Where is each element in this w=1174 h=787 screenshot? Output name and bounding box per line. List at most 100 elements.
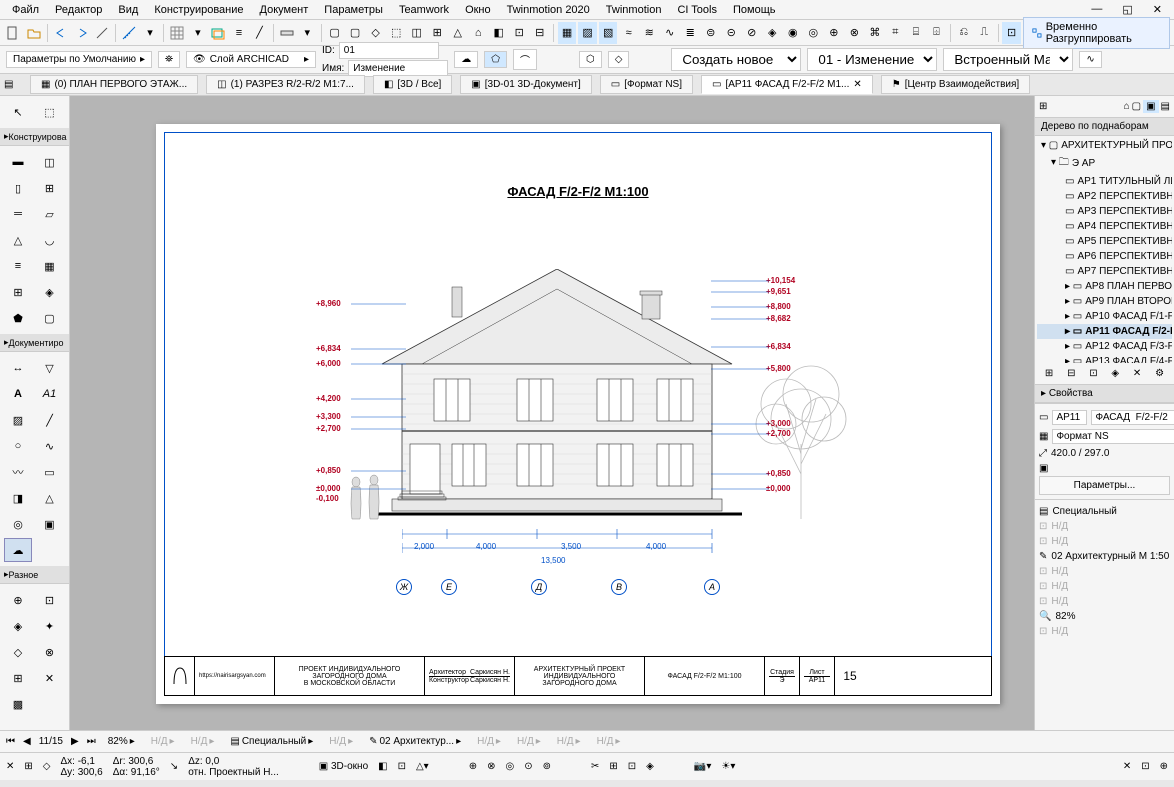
text-tool[interactable]: A: [4, 382, 32, 406]
tool-icon[interactable]: ◉: [784, 22, 803, 44]
section-tool[interactable]: ◨: [4, 486, 32, 510]
menu-twinmotion2020[interactable]: Twinmotion 2020: [499, 2, 598, 18]
snap-icon[interactable]: ◇: [43, 761, 51, 772]
favorites-icon[interactable]: ⛯: [158, 51, 180, 68]
tree-subset[interactable]: ▾ 🗀 Э АР: [1037, 153, 1172, 174]
tree-root[interactable]: ▾ ▢ АРХИТЕКТУРНЫЙ ПРОЕКТ: [1037, 138, 1172, 153]
nav-first-icon[interactable]: ⏮: [6, 736, 15, 747]
tool-icon[interactable]: ◈: [646, 761, 654, 772]
misc-tool[interactable]: ⊞: [4, 666, 32, 690]
nav-icon[interactable]: ⌂: [1124, 101, 1130, 112]
misc-tool[interactable]: ⊗: [36, 640, 64, 664]
tool-icon[interactable]: ∿: [660, 22, 679, 44]
action-icon[interactable]: ⊞: [1045, 368, 1053, 379]
tool-icon[interactable]: ⌹: [927, 22, 946, 44]
beam-icon[interactable]: ▾: [298, 22, 317, 44]
tool-icon[interactable]: ▨: [578, 22, 597, 44]
menu-twinmotion[interactable]: Twinmotion: [598, 2, 670, 18]
door-tool[interactable]: ◫: [36, 150, 64, 174]
canvas-area[interactable]: ФАСАД F/2-F/2 М1:100: [70, 96, 1034, 730]
tool-icon[interactable]: ◧: [489, 22, 508, 44]
tree-item[interactable]: ▭ АР4 ПЕРСПЕКТИВНЫ: [1037, 219, 1172, 234]
tool-icon[interactable]: △: [448, 22, 467, 44]
column-tool[interactable]: ▯: [4, 176, 32, 200]
tool-icon[interactable]: ⌸: [907, 22, 926, 44]
tabs-menu-icon[interactable]: ▤: [4, 79, 22, 90]
tool-icon[interactable]: ⊕: [1160, 761, 1168, 772]
dim-tool[interactable]: ↔: [4, 356, 32, 380]
tree-item[interactable]: ▭ АР2 ПЕРСПЕКТИВНЫ: [1037, 189, 1172, 204]
tab-layout[interactable]: ▭[Формат NS]: [600, 75, 693, 94]
snap-icon[interactable]: ▾: [189, 22, 208, 44]
morph-tool[interactable]: ◈: [36, 280, 64, 304]
arrow-icon[interactable]: ↘: [170, 761, 178, 772]
menu-window[interactable]: Окно: [457, 2, 499, 18]
open-icon[interactable]: [25, 22, 44, 44]
change-select[interactable]: 01 - Изменение: [807, 48, 937, 71]
menu-document[interactable]: Документ: [252, 2, 317, 18]
prop-name-input[interactable]: [1091, 410, 1174, 425]
label-tool[interactable]: A1: [36, 382, 64, 406]
slab-tool[interactable]: ▱: [36, 202, 64, 226]
view-icon[interactable]: △▾: [416, 761, 429, 772]
line-icon[interactable]: ╱: [250, 22, 269, 44]
tool-icon[interactable]: ⊟: [531, 22, 550, 44]
misc-tool[interactable]: ✕: [36, 666, 64, 690]
tree-item-selected[interactable]: ▸ ▭ АР11 ФАСАД F/2-F/: [1037, 324, 1172, 339]
tool-icon[interactable]: ⊚: [543, 761, 551, 772]
window-tool[interactable]: ⊞: [36, 176, 64, 200]
tree-item[interactable]: ▭ АР5 ПЕРСПЕКТИВНЫ: [1037, 234, 1172, 249]
maximize-icon[interactable]: ◱: [1114, 1, 1140, 18]
tab-facade-active[interactable]: ▭[АР11 ФАСАД F/2-F/2 M1...✕: [701, 75, 873, 94]
tree-item[interactable]: ▸ ▭ АР10 ФАСАД F/1-F/1: [1037, 309, 1172, 324]
wall-tool[interactable]: ▬: [4, 150, 32, 174]
nav-last-icon[interactable]: ⏭: [87, 736, 96, 747]
tool-icon[interactable]: ⊘: [743, 22, 762, 44]
nav-icon[interactable]: ⊞: [1039, 101, 1047, 112]
wall-icon[interactable]: [278, 22, 297, 44]
worksheet-tool[interactable]: ▣: [36, 512, 64, 536]
close-icon[interactable]: ✕: [1145, 1, 1170, 18]
action-icon[interactable]: ⚙: [1155, 368, 1164, 379]
tree-item[interactable]: ▭ АР3 ПЕРСПЕКТИВНЫ: [1037, 204, 1172, 219]
cloud-icon[interactable]: ☁: [454, 51, 478, 68]
tool-icon[interactable]: ▦: [558, 22, 577, 44]
tool-icon[interactable]: ⌂: [469, 22, 488, 44]
roof-tool[interactable]: △: [4, 228, 32, 252]
tool-icon[interactable]: ◎: [804, 22, 823, 44]
misc-tool[interactable]: ◈: [4, 614, 32, 638]
menu-file[interactable]: Файл: [4, 2, 47, 18]
tool-icon[interactable]: ⊞: [428, 22, 447, 44]
tree-item[interactable]: ▸ ▭ АР13 ФАСАД F/4-F/4: [1037, 354, 1172, 363]
ungroup-button[interactable]: Временно Разгруппировать: [1023, 17, 1170, 49]
tool-icon[interactable]: ▧: [599, 22, 618, 44]
grid-tool[interactable]: ⊕: [4, 588, 32, 612]
tool-icon[interactable]: ≈: [619, 22, 638, 44]
tool-icon[interactable]: ⊞: [609, 761, 617, 772]
tool-icon[interactable]: ⊗: [487, 761, 495, 772]
fill-tool[interactable]: ▨: [4, 408, 32, 432]
shape-icon[interactable]: ◇: [608, 51, 630, 68]
action-icon[interactable]: ⊟: [1067, 368, 1075, 379]
line-tool[interactable]: ╱: [36, 408, 64, 432]
tool-icon[interactable]: ⊗: [845, 22, 864, 44]
spline-tool[interactable]: 〰: [4, 460, 32, 484]
tool-icon[interactable]: ≋: [640, 22, 659, 44]
design-section[interactable]: ▸ Конструирова: [0, 128, 69, 146]
angle-icon[interactable]: ▾: [141, 22, 160, 44]
menu-help[interactable]: Помощь: [725, 2, 784, 18]
tree-item[interactable]: ▭ АР6 ПЕРСПЕКТИВНЫ: [1037, 249, 1172, 264]
tool-icon[interactable]: ⊡: [628, 761, 636, 772]
prop-master-input[interactable]: [1052, 429, 1174, 444]
undo-icon[interactable]: [52, 22, 71, 44]
menu-edit[interactable]: Редактор: [47, 2, 110, 18]
tool-icon[interactable]: ≣: [681, 22, 700, 44]
menu-design[interactable]: Конструирование: [146, 2, 251, 18]
measure-icon[interactable]: [120, 22, 139, 44]
mesh-tool[interactable]: ▦: [36, 254, 64, 278]
tool-icon[interactable]: ◫: [407, 22, 426, 44]
misc-section[interactable]: ▸ Разное: [0, 566, 69, 584]
shell-tool[interactable]: ◡: [36, 228, 64, 252]
document-section[interactable]: ▸ Документиро: [0, 334, 69, 352]
tool-icon[interactable]: ◇: [366, 22, 385, 44]
